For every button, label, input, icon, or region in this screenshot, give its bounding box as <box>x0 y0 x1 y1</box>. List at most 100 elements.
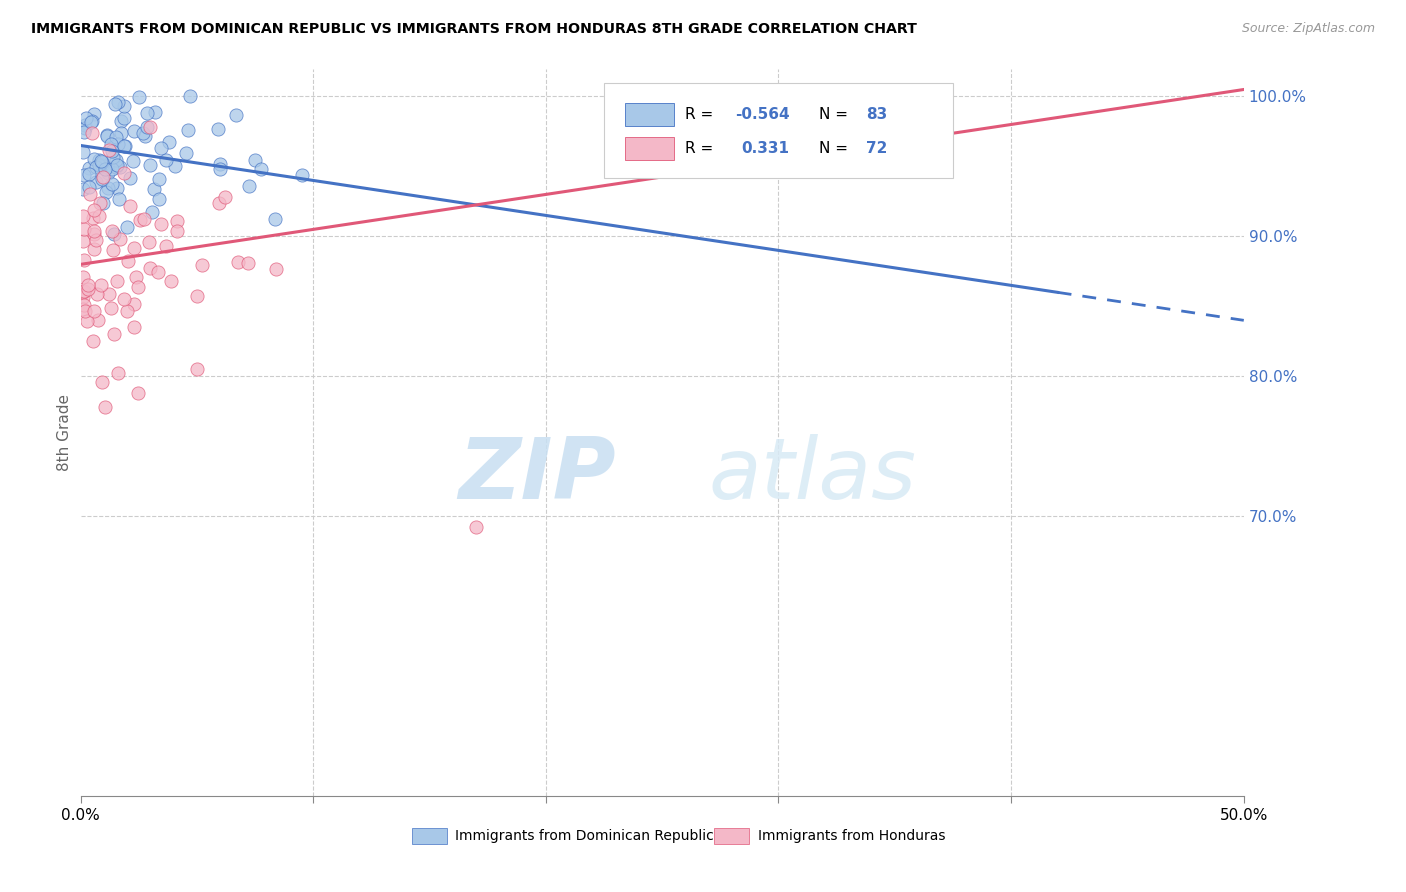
Point <box>72 222 94 236</box>
Point <box>115 304 138 318</box>
Point <box>125 270 148 285</box>
Point <box>91 158 114 172</box>
Point <box>83 152 105 166</box>
Point <box>115 220 138 235</box>
Point <box>208 161 231 176</box>
Point <box>148 265 170 279</box>
Point <box>96 128 118 143</box>
Point <box>157 135 180 149</box>
Point <box>96 128 118 143</box>
Point <box>136 120 159 134</box>
Point <box>122 242 145 256</box>
Point <box>72 181 94 195</box>
Point <box>80 115 103 129</box>
Point <box>105 129 128 144</box>
Point <box>134 128 156 143</box>
Point <box>84 175 107 189</box>
Point <box>83 203 105 218</box>
FancyBboxPatch shape <box>624 103 673 126</box>
FancyBboxPatch shape <box>624 136 673 161</box>
Text: R =: R = <box>685 107 718 122</box>
Point <box>207 121 229 136</box>
Point <box>107 95 129 109</box>
Point <box>72 285 94 299</box>
Point <box>91 172 114 186</box>
Point <box>90 153 112 168</box>
Point <box>165 159 187 173</box>
Point <box>214 190 236 204</box>
Text: N =: N = <box>820 107 853 122</box>
Point <box>148 171 170 186</box>
Point <box>128 90 150 104</box>
Point <box>112 139 135 153</box>
Point <box>72 145 94 160</box>
Point <box>264 262 287 277</box>
Point <box>209 157 232 171</box>
Point <box>135 106 157 120</box>
Point <box>132 127 155 141</box>
Text: Source: ZipAtlas.com: Source: ZipAtlas.com <box>1241 22 1375 36</box>
Point <box>84 160 107 174</box>
Point <box>243 153 266 167</box>
Text: atlas: atlas <box>709 434 917 517</box>
Point <box>83 227 105 241</box>
Point <box>160 274 183 288</box>
Point <box>75 303 97 318</box>
Point <box>107 136 129 151</box>
Point <box>77 161 100 175</box>
Point <box>80 127 103 141</box>
Text: IMMIGRANTS FROM DOMINICAN REPUBLIC VS IMMIGRANTS FROM HONDURAS 8TH GRADE CORRELA: IMMIGRANTS FROM DOMINICAN REPUBLIC VS IM… <box>31 22 917 37</box>
Point <box>72 302 94 317</box>
Point <box>120 198 142 212</box>
Point <box>101 243 124 257</box>
Text: -0.564: -0.564 <box>735 107 790 122</box>
Point <box>155 239 177 253</box>
Point <box>84 233 107 247</box>
Point <box>264 212 287 227</box>
Point <box>73 253 96 268</box>
Text: 0.331: 0.331 <box>741 141 789 156</box>
Point <box>72 209 94 223</box>
Point <box>250 161 273 176</box>
Point <box>118 171 141 186</box>
Point <box>91 376 114 390</box>
Point <box>83 242 105 256</box>
Point <box>166 213 188 227</box>
Point <box>150 217 173 231</box>
Point <box>186 362 208 376</box>
Point <box>465 520 488 534</box>
Point <box>134 212 156 227</box>
Point <box>138 235 160 250</box>
Point <box>104 97 127 112</box>
Point <box>139 158 162 172</box>
Point <box>82 334 104 348</box>
Point <box>89 158 111 172</box>
Point <box>148 192 170 206</box>
Point <box>77 167 100 181</box>
Point <box>124 319 146 334</box>
Point <box>101 150 124 164</box>
Point <box>72 290 94 304</box>
Point <box>75 119 97 133</box>
Text: R =: R = <box>685 141 718 156</box>
Point <box>101 224 124 238</box>
Point <box>87 313 110 327</box>
Point <box>186 288 208 302</box>
Y-axis label: 8th Grade: 8th Grade <box>58 393 72 471</box>
Point <box>127 386 149 401</box>
Point <box>190 258 212 272</box>
Point <box>91 154 114 169</box>
Point <box>103 227 125 242</box>
Point <box>226 254 249 268</box>
Point <box>291 168 314 182</box>
Text: Immigrants from Dominican Republic: Immigrants from Dominican Republic <box>456 829 714 843</box>
Point <box>83 224 105 238</box>
Point <box>150 141 173 155</box>
Text: 83: 83 <box>866 107 887 122</box>
Point <box>77 282 100 296</box>
Point <box>86 287 108 301</box>
Point <box>166 224 188 238</box>
Point <box>225 107 247 121</box>
Point <box>77 179 100 194</box>
Point <box>105 158 128 172</box>
